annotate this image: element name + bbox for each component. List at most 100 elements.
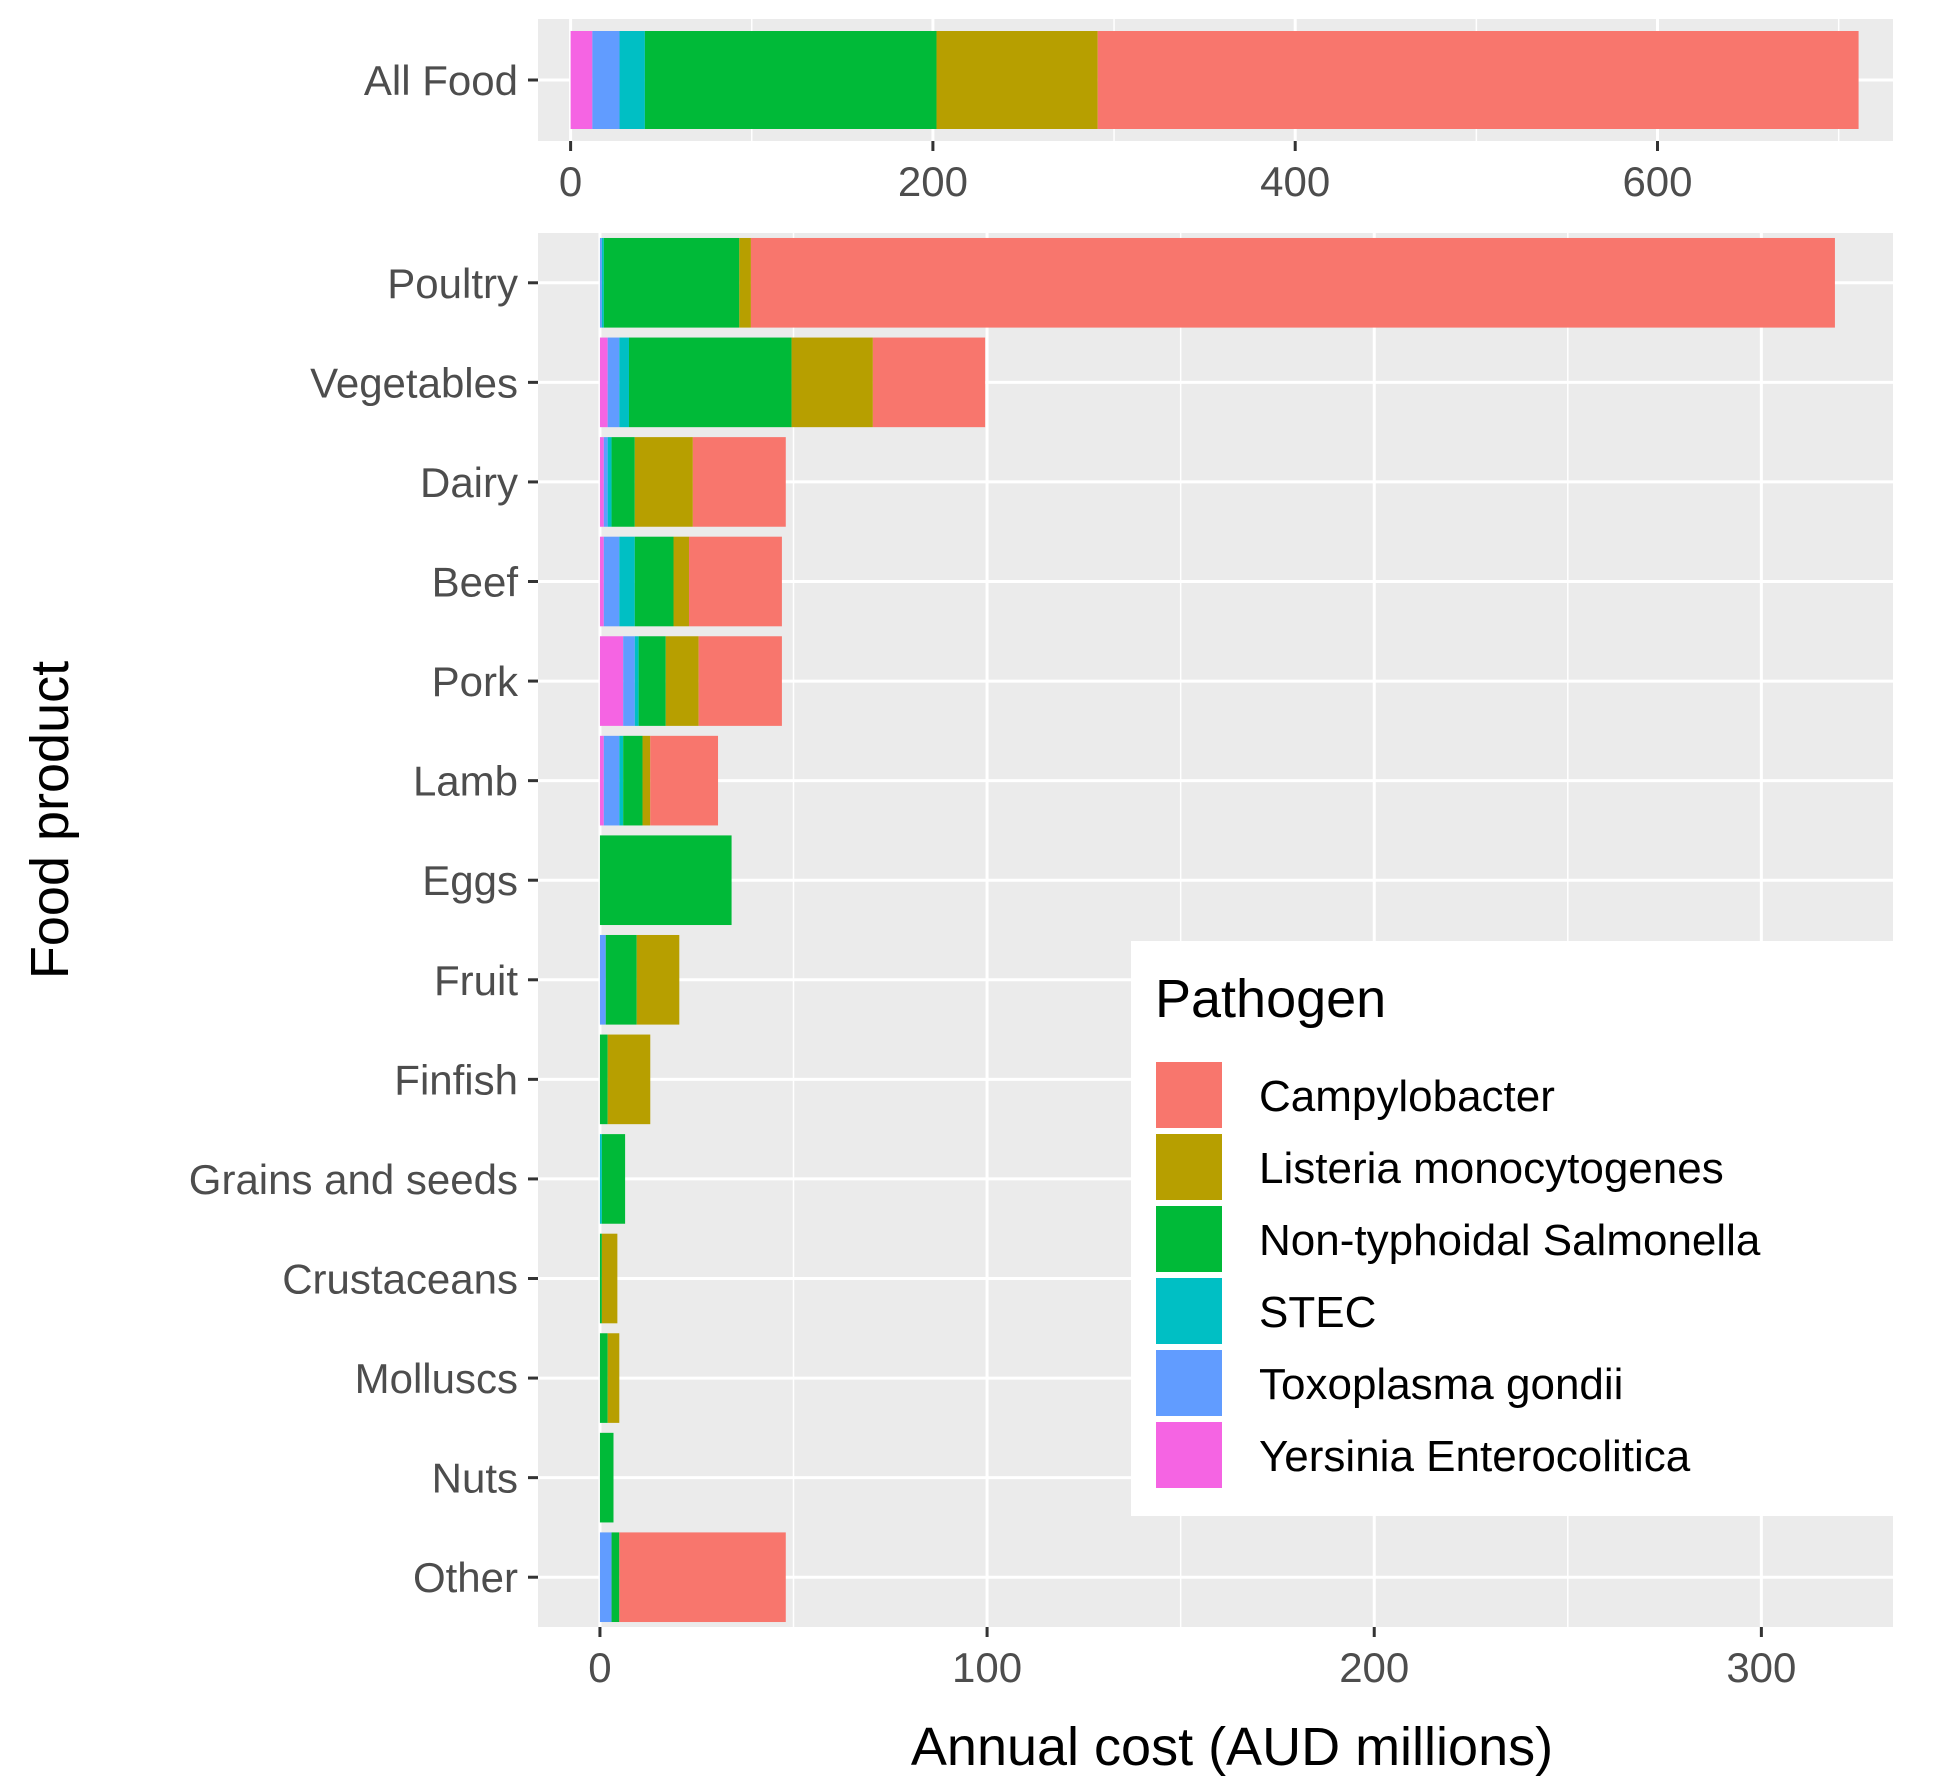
bar-beef-non-typhoidal-salmonella [634,536,674,627]
bar-all-food-yersinia-enterocolitica [570,31,593,129]
y-tick-label-pork: Pork [432,658,519,705]
bar-molluscs-non-typhoidal-salmonella [599,1333,608,1423]
y-tick-label-poultry: Poultry [387,260,518,307]
bar-grains-and-seeds-stec [599,1134,602,1224]
y-tick-label-fruit: Fruit [434,957,518,1004]
bar-pork-campylobacter [698,636,782,726]
legend-key-stec [1154,1276,1224,1346]
y-tick-label-lamb: Lamb [413,758,518,805]
bar-pork-stec [634,636,639,726]
bar-other-non-typhoidal-salmonella [611,1532,620,1623]
bar-vegetables-toxoplasma-gondii [607,337,620,428]
bar-dairy-stec [607,437,612,527]
legend-label-toxoplasma-gondii: Toxoplasma gondii [1259,1360,1623,1409]
bar-finfish-non-typhoidal-salmonella [599,1034,608,1125]
bar-pork-non-typhoidal-salmonella [638,636,666,726]
bar-all-food-non-typhoidal-salmonella [644,31,937,129]
bar-poultry-listeria-monocytogenes [739,237,751,328]
legend-key-yersinia-enterocolitica [1154,1420,1224,1490]
legend-label-campylobacter: Campylobacter [1259,1072,1555,1121]
legend-items: Campylobacter Listeria monocytogenes Non-t… [1154,1060,1761,1490]
all-food-y-axis: All Food [364,57,538,104]
bar-crustaceans-listeria-monocytogenes [601,1233,618,1324]
bar-poultry-non-typhoidal-salmonella [603,237,740,328]
bar-vegetables-listeria-monocytogenes [791,337,873,428]
bar-beef-yersinia-enterocolitica [599,536,604,627]
x-axis-title: Annual cost (AUD millions) [911,1717,1553,1777]
legend-label-yersinia-enterocolitica: Yersinia Enterocolitica [1259,1432,1691,1481]
by-product-x-axis: 0 100 200 300 [588,1627,1796,1691]
y-tick-label-all-food: All Food [364,57,518,104]
bar-dairy-non-typhoidal-salmonella [611,437,635,527]
legend-title: Pathogen [1155,969,1386,1029]
bar-eggs-non-typhoidal-salmonella [599,835,732,926]
by-product-bars [599,237,1835,1623]
bar-lamb-toxoplasma-gondii [603,735,620,826]
x-tick-label: 200 [1339,1644,1409,1691]
legend-label-listeria-monocytogenes: Listeria monocytogenes [1259,1144,1724,1193]
legend-background [1131,941,1893,1516]
bar-vegetables-non-typhoidal-salmonella [628,337,792,428]
bar-molluscs-listeria-monocytogenes [607,1333,620,1423]
bar-nuts-non-typhoidal-salmonella [599,1432,614,1523]
bar-lamb-non-typhoidal-salmonella [623,735,643,826]
all-food-panel: All Food 0 200 400 600 [364,19,1893,205]
bar-vegetables-stec [619,337,629,428]
bar-lamb-yersinia-enterocolitica [599,735,604,826]
bar-beef-toxoplasma-gondii [603,536,620,627]
bar-other-campylobacter [619,1532,786,1623]
legend: Pathogen Campylobacter Listeria monocytog… [1131,941,1893,1516]
bar-lamb-stec [619,735,624,826]
bar-grains-and-seeds-non-typhoidal-salmonella [601,1134,626,1224]
y-tick-label-other: Other [413,1554,518,1601]
by-product-y-axis: Poultry Vegetables Dairy Beef Pork Lamb Eggs Fr… [189,260,538,1601]
bar-all-food-stec [619,31,645,129]
bar-vegetables-yersinia-enterocolitica [599,337,608,428]
x-tick-label: 100 [952,1644,1022,1691]
bar-dairy-toxoplasma-gondii [603,437,608,527]
bar-beef-campylobacter [688,536,782,627]
bar-fruit-non-typhoidal-salmonella [605,934,637,1025]
y-tick-label-eggs: Eggs [422,857,518,904]
bar-lamb-listeria-monocytogenes [642,735,651,826]
legend-key-non-typhoidal-salmonella [1154,1204,1224,1274]
y-tick-label-vegetables: Vegetables [310,359,518,406]
bar-all-food-toxoplasma-gondii [592,31,620,129]
bar-pork-yersinia-enterocolitica [599,636,624,726]
legend-key-toxoplasma-gondii [1154,1348,1224,1418]
y-tick-label-finfish: Finfish [394,1056,518,1103]
bar-beef-stec [619,536,635,627]
x-tick-label: 200 [898,158,968,205]
bar-pork-listeria-monocytogenes [665,636,699,726]
legend-label-stec: STEC [1259,1288,1376,1337]
bar-pork-toxoplasma-gondii [623,636,635,726]
bar-poultry-campylobacter [750,237,1835,328]
y-tick-label-molluscs: Molluscs [355,1355,518,1402]
x-tick-label: 300 [1726,1644,1796,1691]
bar-fruit-listeria-monocytogenes [636,934,680,1025]
bar-vegetables-campylobacter [872,337,986,428]
bar-beef-listeria-monocytogenes [673,536,689,627]
all-food-x-axis: 0 200 400 600 [559,141,1693,205]
bar-dairy-yersinia-enterocolitica [599,437,604,527]
bar-lamb-campylobacter [650,735,719,826]
x-tick-label: 0 [559,158,582,205]
all-food-bars [570,31,1859,129]
bar-poultry-toxoplasma-gondii [599,237,602,328]
x-tick-label: 0 [588,1644,611,1691]
y-tick-label-nuts: Nuts [432,1455,518,1502]
bar-fruit-toxoplasma-gondii [599,934,606,1025]
y-axis-title: Food product [20,661,80,979]
legend-key-campylobacter [1154,1060,1224,1130]
y-tick-label-grains-and-seeds: Grains and seeds [189,1156,518,1203]
legend-key-listeria-monocytogenes [1154,1132,1224,1202]
bar-crustaceans-non-typhoidal-salmonella [599,1233,602,1324]
y-tick-label-beef: Beef [432,559,519,606]
x-tick-label: 400 [1260,158,1330,205]
bar-dairy-campylobacter [692,437,786,527]
y-tick-label-crustaceans: Crustaceans [282,1256,518,1303]
y-tick-label-dairy: Dairy [420,459,518,506]
bar-all-food-listeria-monocytogenes [936,31,1098,129]
bar-other-toxoplasma-gondii [599,1532,612,1623]
